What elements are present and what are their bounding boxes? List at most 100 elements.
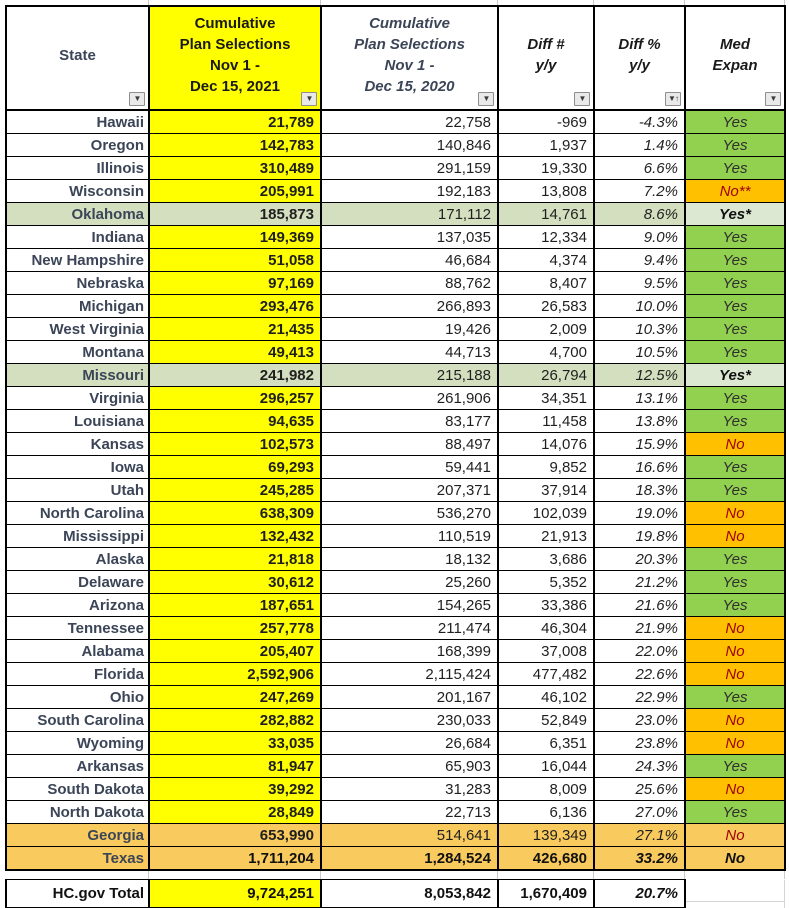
diff-number-cell[interactable]: 33,386 [497, 593, 595, 617]
selections-2021-cell[interactable]: 132,432 [148, 524, 322, 548]
med-expansion-cell[interactable]: No [684, 432, 786, 456]
selections-2021-cell[interactable]: 21,435 [148, 317, 322, 341]
selections-2020-cell[interactable]: 1,284,524 [320, 846, 499, 871]
diff-number-cell[interactable]: 426,680 [497, 846, 595, 871]
diff-number-cell[interactable]: 2,009 [497, 317, 595, 341]
selections-2020-cell[interactable]: 88,497 [320, 432, 499, 456]
state-cell[interactable]: Utah [5, 478, 150, 502]
selections-2021-cell[interactable]: 257,778 [148, 616, 322, 640]
total-diff-number-cell[interactable]: 1,670,409 [497, 879, 595, 908]
selections-2020-cell[interactable]: 192,183 [320, 179, 499, 203]
selections-2020-cell[interactable]: 46,684 [320, 248, 499, 272]
state-cell[interactable]: Ohio [5, 685, 150, 709]
selections-2020-cell[interactable]: 26,684 [320, 731, 499, 755]
diff-number-cell[interactable]: 19,330 [497, 156, 595, 180]
selections-2021-cell[interactable]: 102,573 [148, 432, 322, 456]
diff-number-cell[interactable]: 11,458 [497, 409, 595, 433]
state-cell[interactable]: Michigan [5, 294, 150, 318]
diff-percent-cell[interactable]: 10.0% [593, 294, 686, 318]
med-expansion-cell[interactable]: Yes [684, 317, 786, 341]
diff-number-cell[interactable]: 14,761 [497, 202, 595, 226]
med-expansion-cell[interactable]: No [684, 823, 786, 847]
selections-2020-cell[interactable]: 536,270 [320, 501, 499, 525]
med-expansion-cell[interactable]: Yes [684, 547, 786, 571]
diff-percent-cell[interactable]: 1.4% [593, 133, 686, 157]
selections-2021-cell[interactable]: 185,873 [148, 202, 322, 226]
diff-percent-cell[interactable]: 22.0% [593, 639, 686, 663]
diff-number-cell[interactable]: 13,808 [497, 179, 595, 203]
selections-2021-cell[interactable]: 94,635 [148, 409, 322, 433]
selections-2020-cell[interactable]: 211,474 [320, 616, 499, 640]
med-expansion-cell[interactable]: Yes* [684, 202, 786, 226]
selections-2021-cell[interactable]: 638,309 [148, 501, 322, 525]
diff-percent-cell[interactable]: 21.6% [593, 593, 686, 617]
state-cell[interactable]: Arizona [5, 593, 150, 617]
diff-number-cell[interactable]: 102,039 [497, 501, 595, 525]
diff-percent-cell[interactable]: 10.5% [593, 340, 686, 364]
diff-number-cell[interactable]: 4,374 [497, 248, 595, 272]
diff-number-cell[interactable]: 6,136 [497, 800, 595, 824]
selections-2020-cell[interactable]: 207,371 [320, 478, 499, 502]
med-expansion-cell[interactable]: No [684, 524, 786, 548]
med-expansion-cell[interactable]: Yes [684, 386, 786, 410]
med-expansion-cell[interactable]: Yes [684, 478, 786, 502]
diff-number-cell[interactable]: 34,351 [497, 386, 595, 410]
selections-2021-cell[interactable]: 51,058 [148, 248, 322, 272]
selections-2021-cell[interactable]: 293,476 [148, 294, 322, 318]
column-header-diff-number[interactable]: Diff # y/y ▼ [497, 5, 595, 111]
selections-2020-cell[interactable]: 140,846 [320, 133, 499, 157]
selections-2020-cell[interactable]: 2,115,424 [320, 662, 499, 686]
med-expansion-cell[interactable]: No [684, 501, 786, 525]
column-header-selections-2020[interactable]: Cumulative Plan Selections Nov 1 - Dec 1… [320, 5, 499, 111]
diff-number-cell[interactable]: 26,583 [497, 294, 595, 318]
diff-percent-cell[interactable]: 13.8% [593, 409, 686, 433]
diff-percent-cell[interactable]: 22.6% [593, 662, 686, 686]
state-cell[interactable]: Tennessee [5, 616, 150, 640]
selections-2020-cell[interactable]: 215,188 [320, 363, 499, 387]
diff-number-cell[interactable]: 16,044 [497, 754, 595, 778]
state-cell[interactable]: Wyoming [5, 731, 150, 755]
med-expansion-cell[interactable]: Yes [684, 133, 786, 157]
selections-2020-cell[interactable]: 171,112 [320, 202, 499, 226]
selections-2020-cell[interactable]: 65,903 [320, 754, 499, 778]
state-cell[interactable]: New Hampshire [5, 248, 150, 272]
med-expansion-cell[interactable]: Yes [684, 340, 786, 364]
column-header-selections-2021[interactable]: Cumulative Plan Selections Nov 1 - Dec 1… [148, 5, 322, 111]
state-cell[interactable]: Alabama [5, 639, 150, 663]
diff-number-cell[interactable]: 3,686 [497, 547, 595, 571]
filter-button[interactable]: ▼ [574, 92, 590, 106]
selections-2021-cell[interactable]: 187,651 [148, 593, 322, 617]
filter-button[interactable]: ▼ [478, 92, 494, 106]
diff-percent-cell[interactable]: 24.3% [593, 754, 686, 778]
total-label-cell[interactable]: HC.gov Total [5, 879, 150, 908]
diff-number-cell[interactable]: 9,852 [497, 455, 595, 479]
diff-number-cell[interactable]: 5,352 [497, 570, 595, 594]
diff-number-cell[interactable]: 21,913 [497, 524, 595, 548]
med-expansion-cell[interactable]: Yes [684, 685, 786, 709]
diff-percent-cell[interactable]: 21.9% [593, 616, 686, 640]
column-header-diff-percent[interactable]: Diff % y/y ▼↑ [593, 5, 686, 111]
med-expansion-cell[interactable]: No [684, 731, 786, 755]
diff-percent-cell[interactable]: 9.0% [593, 225, 686, 249]
med-expansion-cell[interactable]: Yes [684, 754, 786, 778]
diff-percent-cell[interactable]: 9.5% [593, 271, 686, 295]
selections-2020-cell[interactable]: 83,177 [320, 409, 499, 433]
state-cell[interactable]: South Dakota [5, 777, 150, 801]
selections-2021-cell[interactable]: 21,818 [148, 547, 322, 571]
state-cell[interactable]: Virginia [5, 386, 150, 410]
diff-percent-cell[interactable]: 33.2% [593, 846, 686, 871]
column-header-med-expansion[interactable]: Med Expan ▼ [684, 5, 786, 111]
state-cell[interactable]: Missouri [5, 363, 150, 387]
selections-2021-cell[interactable]: 653,990 [148, 823, 322, 847]
selections-2020-cell[interactable]: 31,283 [320, 777, 499, 801]
diff-percent-cell[interactable]: 7.2% [593, 179, 686, 203]
diff-number-cell[interactable]: -969 [497, 109, 595, 134]
diff-number-cell[interactable]: 26,794 [497, 363, 595, 387]
med-expansion-cell[interactable]: Yes [684, 593, 786, 617]
med-expansion-cell[interactable]: Yes [684, 156, 786, 180]
selections-2021-cell[interactable]: 245,285 [148, 478, 322, 502]
state-cell[interactable]: Nebraska [5, 271, 150, 295]
diff-number-cell[interactable]: 6,351 [497, 731, 595, 755]
med-expansion-cell[interactable]: Yes [684, 409, 786, 433]
selections-2020-cell[interactable]: 168,399 [320, 639, 499, 663]
